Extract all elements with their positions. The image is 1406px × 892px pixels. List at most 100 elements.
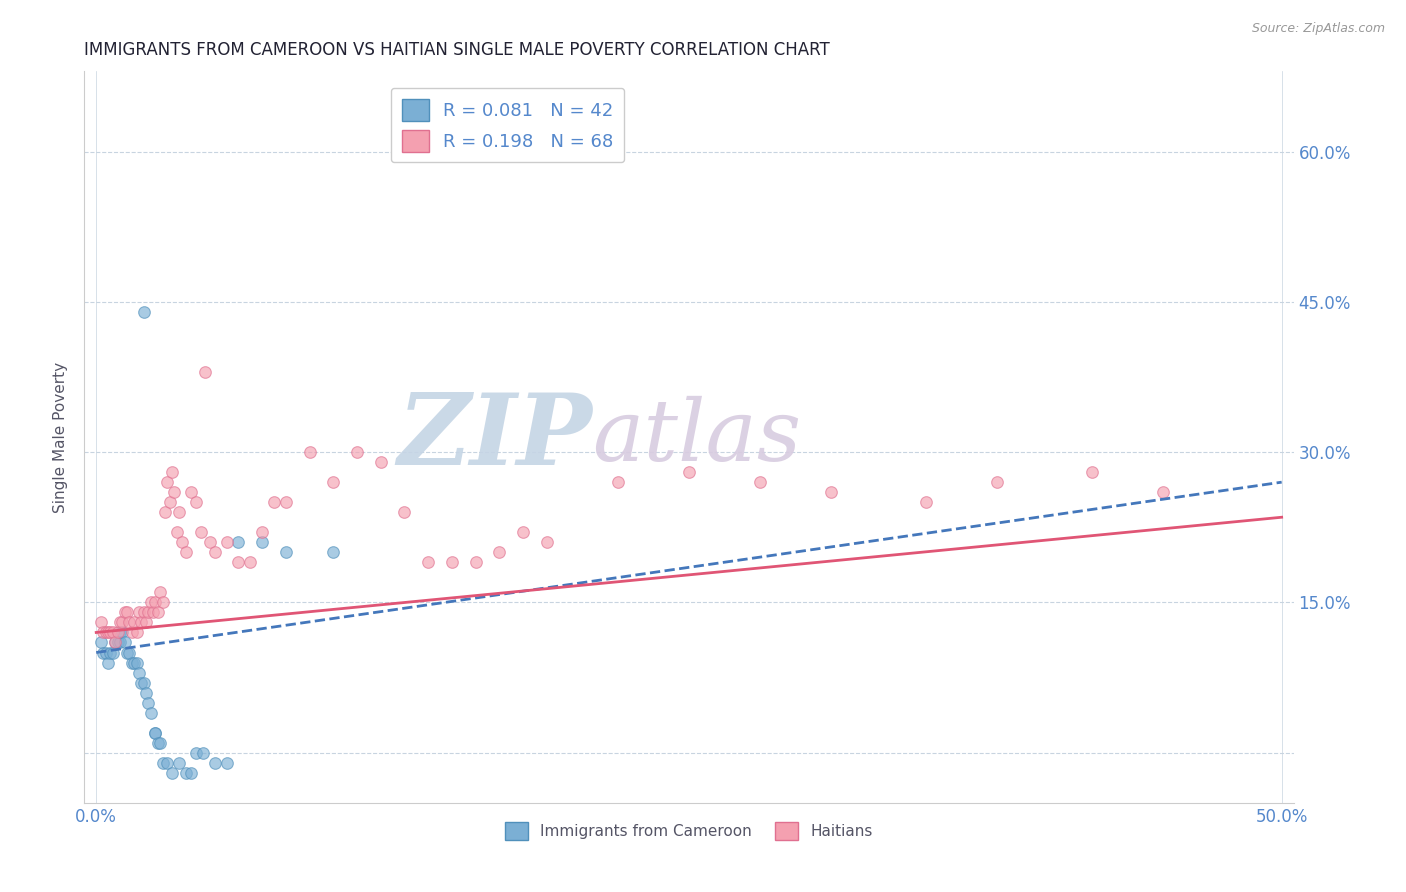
Point (322, 545, 344, 559)
Point (90, 615, 112, 630)
Point (129, 615, 152, 630)
Point (146, 606, 169, 620)
Point (159, 495, 181, 509)
Text: Source: ZipAtlas.com: Source: ZipAtlas.com (1251, 22, 1385, 36)
Point (274, 495, 297, 509)
Point (94, 646, 117, 660)
Point (298, 445, 321, 459)
Point (108, 635, 131, 649)
Point (129, 675, 152, 690)
Point (346, 445, 368, 459)
Point (176, 765, 198, 780)
Point (132, 675, 155, 690)
Point (107, 635, 129, 649)
Point (488, 545, 510, 559)
Point (91, 625, 114, 640)
Point (194, 365, 217, 379)
Point (160, 465, 183, 479)
Point (135, 685, 157, 699)
Point (167, 505, 190, 519)
Point (156, 475, 179, 490)
Point (394, 505, 416, 519)
Point (142, 606, 165, 620)
Point (122, 656, 145, 670)
Point (114, 635, 136, 649)
Point (108, 615, 131, 630)
Point (91, 646, 114, 660)
Y-axis label: Single Male Poverty: Single Male Poverty (53, 361, 69, 513)
Point (184, 495, 207, 509)
Point (512, 525, 534, 540)
Point (111, 625, 134, 640)
Point (149, 736, 172, 750)
Point (94, 625, 117, 640)
Legend: Immigrants from Cameroon, Haitians: Immigrants from Cameroon, Haitians (499, 815, 879, 847)
Point (138, 696, 160, 710)
Text: IMMIGRANTS FROM CAMEROON VS HAITIAN SINGLE MALE POVERTY CORRELATION CHART: IMMIGRANTS FROM CAMEROON VS HAITIAN SING… (84, 41, 830, 59)
Point (145, 595, 167, 609)
Point (125, 656, 148, 670)
Point (204, 756, 226, 770)
Point (440, 555, 463, 569)
Point (115, 646, 138, 660)
Point (118, 646, 141, 660)
Point (100, 646, 122, 660)
Point (114, 606, 136, 620)
Point (1152, 485, 1174, 500)
Point (156, 756, 179, 770)
Point (322, 475, 344, 490)
Point (139, 706, 162, 720)
Point (250, 535, 273, 549)
Point (111, 615, 134, 630)
Point (146, 736, 169, 750)
Point (118, 615, 141, 630)
Point (536, 535, 558, 549)
Point (204, 545, 226, 559)
Point (198, 535, 221, 549)
Point (191, 746, 214, 760)
Point (163, 485, 186, 500)
Point (139, 595, 162, 609)
Point (749, 475, 772, 490)
Point (122, 615, 145, 630)
Point (121, 625, 143, 640)
Point (228, 535, 250, 549)
Point (132, 606, 155, 620)
Point (560, 135, 582, 149)
Point (108, 625, 131, 640)
Point (132, 305, 155, 319)
Point (167, 756, 190, 770)
Point (100, 625, 122, 640)
Point (370, 455, 392, 469)
Point (678, 465, 700, 479)
Point (115, 606, 138, 620)
Point (263, 495, 285, 509)
Point (176, 545, 198, 559)
Point (180, 765, 202, 780)
Point (145, 725, 167, 739)
Point (166, 525, 188, 540)
Point (152, 595, 174, 609)
Point (606, 475, 628, 490)
Point (228, 555, 250, 569)
Point (1081, 465, 1104, 479)
Point (101, 646, 124, 660)
Point (149, 585, 172, 599)
Point (464, 555, 486, 569)
Point (138, 606, 160, 620)
Point (135, 615, 157, 630)
Point (128, 665, 150, 680)
Point (215, 535, 238, 549)
Point (184, 746, 207, 760)
Point (97, 625, 120, 640)
Point (107, 625, 129, 640)
Point (986, 475, 1008, 490)
Text: ZIP: ZIP (398, 389, 592, 485)
Text: atlas: atlas (592, 396, 801, 478)
Point (170, 535, 193, 549)
Point (97, 656, 120, 670)
Point (239, 555, 262, 569)
Point (160, 765, 183, 780)
Point (101, 625, 124, 640)
Point (128, 606, 150, 620)
